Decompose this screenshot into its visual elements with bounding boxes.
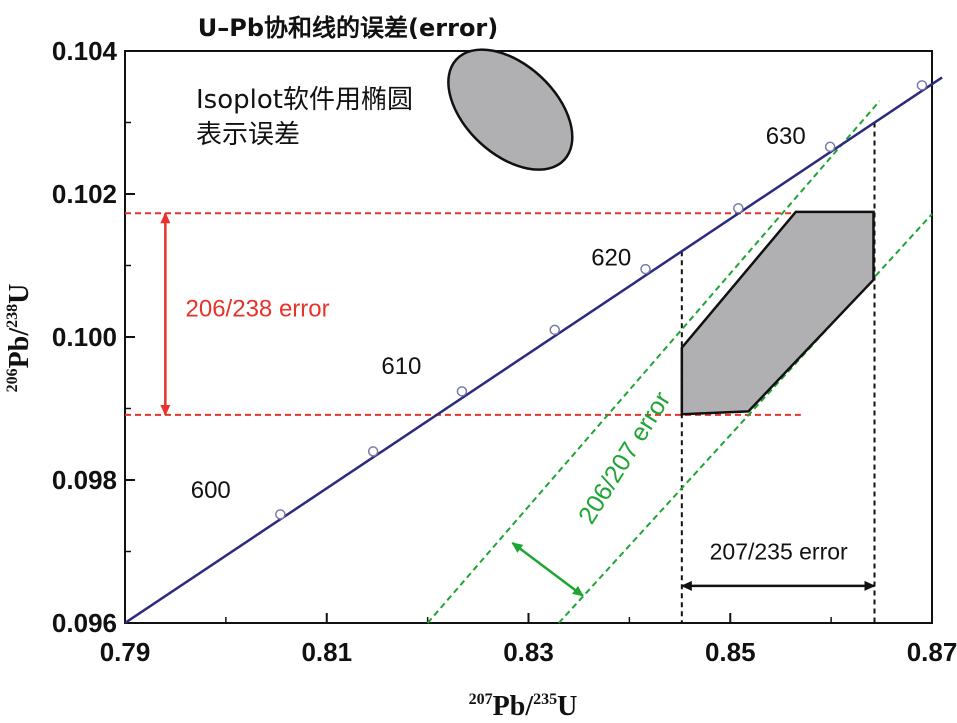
- y-axis-label-sup2: 238: [4, 304, 21, 328]
- err-207-235-label: 207/235 error: [710, 539, 848, 565]
- y-tick-label: 0.102: [52, 179, 117, 209]
- x-axis-label-main1: Pb/: [493, 691, 535, 722]
- x-tick-label: 0.81: [301, 637, 352, 667]
- error-box-polygon: [680, 210, 875, 416]
- age-label: 620: [591, 245, 631, 272]
- y-tick-label: 0.104: [52, 36, 118, 66]
- concordia-age-marker: [916, 80, 928, 91]
- age-label: 610: [381, 353, 421, 380]
- concordia-age-marker: [549, 324, 560, 336]
- concordia-age-marker: [640, 263, 651, 275]
- x-tick-label: 0.87: [907, 637, 957, 667]
- y-tick-label: 0.096: [52, 608, 117, 638]
- y-axis-label: 206Pb/238U: [4, 284, 35, 393]
- err-206-238-label: 206/238 error: [186, 295, 330, 322]
- ellipse-label-line1: Isoplot软件用椭圆: [196, 85, 413, 115]
- x-axis-label-main2: U: [557, 691, 577, 722]
- x-tick-label: 0.85: [705, 637, 756, 667]
- y-axis-label-sup1: 206: [4, 368, 21, 392]
- concordia-age-marker: [733, 203, 744, 214]
- x-axis-label: 207Pb/235U: [469, 691, 578, 722]
- err-206-207-arrow: [511, 541, 584, 597]
- err-206-207-label: 206/207 error: [573, 387, 676, 529]
- err-206-207-guide: [426, 100, 881, 624]
- concordia-age-marker: [824, 141, 836, 153]
- x-tick-label: 0.79: [100, 637, 151, 667]
- chart-title: U–Pb协和线的误差(error): [198, 14, 498, 42]
- age-label: 630: [766, 123, 806, 150]
- axis-layer: 0.79 0.81 0.83 0.85 0.87 0.096 0.098 0.100 0.102…: [52, 36, 957, 667]
- concordia-age-marker: [367, 446, 379, 457]
- concordia-layer: [124, 76, 943, 625]
- isoplot-error-ellipse: [447, 48, 574, 171]
- x-axis-label-sup1: 207: [469, 691, 493, 708]
- error-shapes-layer: [447, 48, 875, 416]
- concordia-curve: [124, 76, 943, 625]
- error-guides-layer: [125, 100, 933, 624]
- concordia-age-marker: [275, 509, 286, 520]
- y-axis-label-main1: Pb/: [4, 327, 35, 369]
- age-label: 600: [191, 477, 231, 504]
- y-tick-label: 0.098: [52, 465, 117, 495]
- x-tick-label: 0.83: [503, 637, 554, 667]
- x-axis-label-sup2: 235: [533, 691, 557, 708]
- y-tick-label: 0.100: [52, 322, 117, 352]
- y-axis-label-main2: U: [4, 284, 35, 304]
- ellipse-label-line2: 表示误差: [196, 120, 300, 150]
- concordia-age-marker: [456, 386, 468, 397]
